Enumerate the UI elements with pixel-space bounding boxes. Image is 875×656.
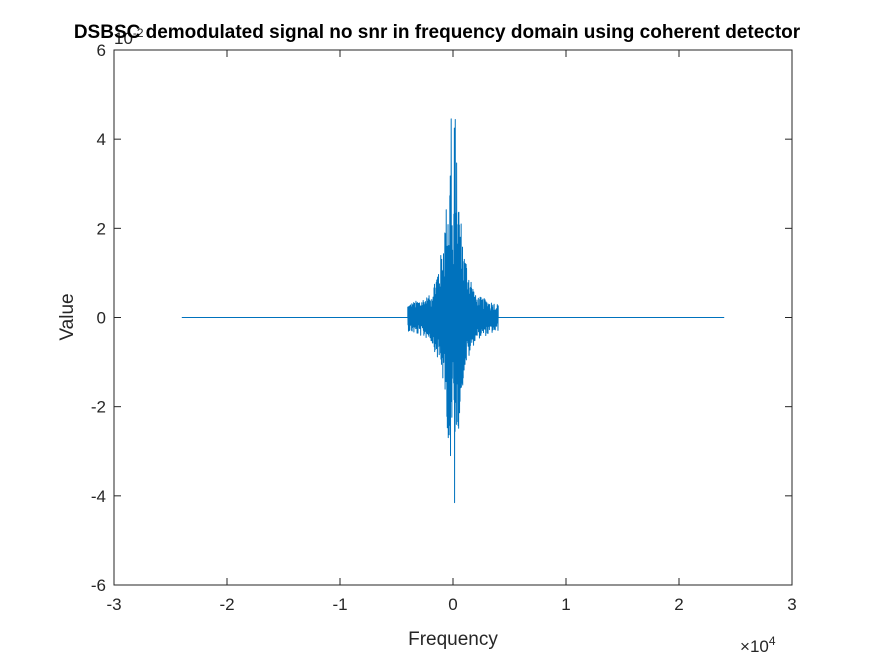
y-axis-label: Value [57, 293, 78, 340]
chart-title: DSBSC demodulated signal no snr in frequ… [74, 22, 801, 43]
x-tick-label: -3 [106, 595, 121, 614]
x-tick-label: 3 [787, 595, 796, 614]
y-tick-labels: -6 -4 -2 0 2 4 6 [91, 41, 106, 595]
x-tick-label: 1 [561, 595, 570, 614]
x-axis-multiplier: ×104 [740, 634, 776, 656]
axes [113, 49, 793, 586]
y-tick-label: -2 [91, 398, 106, 417]
y-multiplier-exponent: -2 [133, 26, 144, 40]
x-multiplier-base: 10 [750, 637, 769, 656]
y-tick-label: -6 [91, 576, 106, 595]
y-tick-label: 4 [97, 130, 106, 149]
x-multiplier-exponent: 4 [769, 634, 776, 648]
x-tick-label: -1 [332, 595, 347, 614]
y-multiplier-base: 10 [114, 29, 133, 48]
y-tick-label: 2 [97, 219, 106, 238]
y-tick-label: 0 [97, 309, 106, 328]
x-tick-labels: -3 -2 -1 0 1 2 3 [106, 595, 796, 614]
x-tick-label: 2 [674, 595, 683, 614]
series-line [181, 118, 725, 504]
x-tick-label: 0 [448, 595, 457, 614]
series-group [181, 118, 725, 504]
y-axis-multiplier: 10-2 [114, 26, 144, 48]
y-tick-label: -4 [91, 487, 106, 506]
x-tick-label: -2 [219, 595, 234, 614]
y-tick-label: 6 [97, 41, 106, 60]
x-axis-label: Frequency [408, 629, 498, 650]
